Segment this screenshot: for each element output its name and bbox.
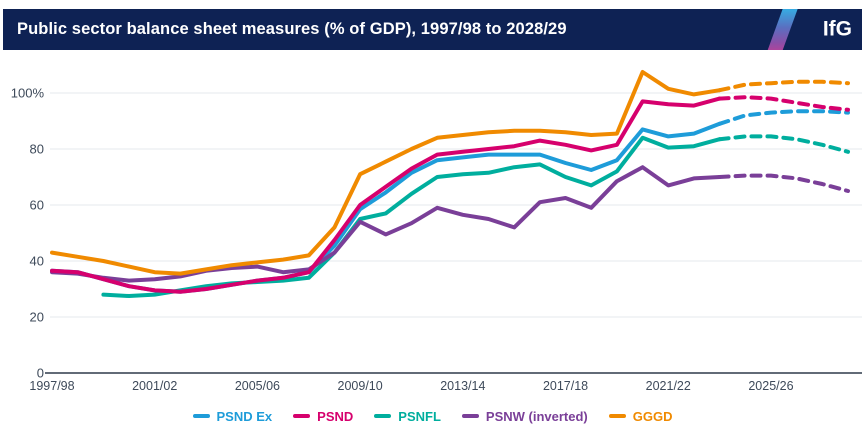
y-tick-label: 20 (30, 310, 44, 325)
y-tick-label: 40 (30, 254, 44, 269)
series-forecast-line-psnw (717, 173, 850, 193)
series-forecast-line-psnd (717, 95, 850, 112)
x-tick-label: 2017/18 (543, 379, 588, 393)
y-tick-label: 0 (37, 366, 44, 381)
series-line-psnd (50, 96, 722, 294)
y-tick-label: 100% (11, 86, 45, 101)
series-line-psnfl (101, 135, 722, 298)
series-forecast-line-gggd (717, 79, 850, 93)
y-tick-label: 60 (30, 198, 44, 213)
x-tick-label: 2009/10 (338, 379, 383, 393)
chart-title: Public sector balance sheet measures (% … (17, 20, 567, 38)
legend-item-psnd-ex: PSND Ex (192, 408, 273, 424)
x-tick-label: 2001/02 (132, 379, 177, 393)
series-forecast-line-psnfl (717, 134, 850, 154)
legend-item-psnfl: PSNFL (374, 409, 441, 424)
legend-marker-psnfl (374, 413, 392, 419)
legend-item-gggd: GGGD (608, 408, 673, 424)
legend-marker-gggd (608, 413, 626, 419)
x-tick-label: 1997/98 (29, 379, 74, 393)
legend-label-psnd-ex: PSND Ex (216, 408, 273, 424)
series-line-psnw (50, 165, 722, 283)
legend: PSND Ex PSND PSNFL PSNW (inverted) GGGD (0, 403, 865, 429)
x-tick-label: 2025/26 (748, 379, 793, 393)
series-line-gggd (50, 70, 722, 276)
ifg-logo: IfG (767, 9, 862, 50)
legend-label-psnw: PSNW (inverted) (485, 408, 588, 424)
legend-marker-psnd-ex (192, 413, 210, 419)
legend-item-psnd: PSND (293, 409, 353, 424)
legend-label-gggd: GGGD (632, 408, 673, 424)
y-tick-label: 80 (30, 142, 44, 157)
x-tick-label: 2013/14 (440, 379, 485, 393)
series-forecast-line-psnd-ex (717, 109, 850, 126)
title-bar: Public sector balance sheet measures (% … (3, 9, 862, 50)
legend-marker-psnd (293, 413, 311, 419)
x-tick-label: 2021/22 (646, 379, 691, 393)
legend-marker-psnw (461, 413, 479, 419)
legend-label-psnfl: PSNFL (398, 408, 441, 424)
legend-label-psnd: PSND (317, 408, 354, 424)
legend-item-psnw: PSNW (inverted) (461, 408, 588, 424)
x-tick-label: 2005/06 (235, 379, 280, 393)
ifg-logo-text: IfG (822, 17, 852, 41)
